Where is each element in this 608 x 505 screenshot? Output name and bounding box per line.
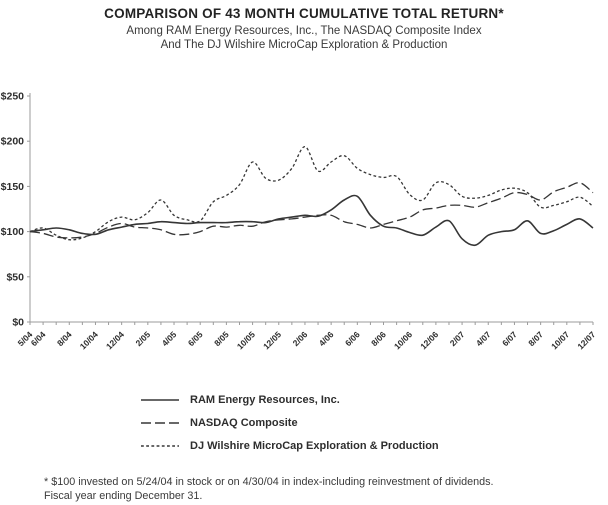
x-axis-tick-label: 6/05 [186, 329, 205, 348]
page-subtitle-line2: And The DJ Wilshire MicroCap Exploration… [160, 39, 448, 51]
legend-label-nasdaq: NASDAQ Composite [190, 416, 298, 429]
legend-label-ram: RAM Energy Resources, Inc. [190, 393, 340, 406]
x-axis-tick-label: 6/07 [500, 329, 519, 348]
x-axis-tick-label: 6/04 [29, 329, 48, 348]
y-axis-tick-label: $250 [1, 91, 25, 103]
y-axis-tick-label: $100 [1, 226, 25, 238]
x-axis-tick-label: 2/05 [133, 329, 152, 348]
legend-line-dj-wilshire-icon [141, 444, 179, 447]
footnote: * $100 invested on 5/24/04 in stock or o… [44, 476, 494, 503]
x-axis-tick-label: 10/05 [235, 329, 257, 351]
x-axis-tick-label: 8/07 [526, 329, 545, 348]
legend-item-nasdaq: NASDAQ Composite [140, 411, 439, 434]
x-axis-tick-label: 8/05 [212, 329, 231, 348]
y-axis-tick-label: $50 [6, 271, 24, 283]
chart-legend: RAM Energy Resources, Inc. NASDAQ Compos… [140, 388, 439, 457]
series-line-ram [29, 194, 594, 247]
legend-line-ram-icon [141, 398, 179, 401]
x-axis-tick-label: 2/06 [291, 329, 310, 348]
y-axis-tick-label: $150 [1, 181, 25, 193]
legend-line-nasdaq-icon [141, 421, 179, 424]
x-axis-tick-label: 10/07 [549, 329, 571, 351]
x-axis-tick-label: 4/05 [160, 329, 179, 348]
x-axis-tick-label: 4/07 [474, 329, 493, 348]
series-line-nasdaq [29, 182, 594, 239]
x-axis-tick-label: 2/07 [448, 329, 467, 348]
x-axis-tick-label: 8/06 [369, 329, 388, 348]
x-axis-tick-label: 10/04 [78, 329, 100, 351]
x-axis-tick-label: 12/04 [104, 329, 126, 351]
page-title: COMPARISON OF 43 MONTH CUMULATIVE TOTAL … [104, 6, 504, 21]
x-axis-tick-label: 12/06 [418, 329, 440, 351]
y-axis-tick-label: $0 [12, 317, 24, 329]
x-axis-tick-label: 8/04 [55, 329, 74, 348]
legend-item-dj-wilshire: DJ Wilshire MicroCap Exploration & Produ… [140, 434, 439, 457]
x-axis-tick-label: 6/06 [343, 329, 362, 348]
x-axis-tick-label: 4/06 [317, 329, 336, 348]
legend-item-ram: RAM Energy Resources, Inc. [140, 388, 439, 411]
footnote-line2: Fiscal year ending December 31. [44, 489, 203, 502]
footnote-line1: * $100 invested on 5/24/04 in stock or o… [44, 476, 494, 488]
x-axis-tick-label: 12/05 [261, 329, 283, 351]
x-axis-tick-label: 10/06 [392, 329, 414, 351]
series-line-dj-wilshire [29, 145, 594, 241]
x-axis-tick-label: 12/07 [575, 329, 597, 351]
legend-label-dj-wilshire: DJ Wilshire MicroCap Exploration & Produ… [190, 439, 439, 452]
y-axis-tick-label: $200 [1, 136, 25, 148]
page-subtitle-line1: Among RAM Energy Resources, Inc., The NA… [126, 25, 482, 37]
